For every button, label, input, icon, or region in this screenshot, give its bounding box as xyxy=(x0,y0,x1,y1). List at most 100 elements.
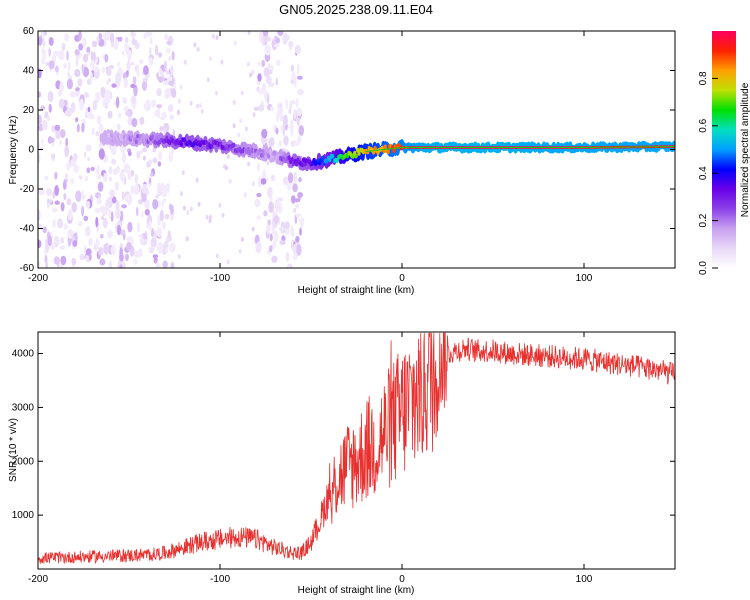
noise-blob xyxy=(63,62,67,69)
noise-blob xyxy=(169,203,172,211)
noise-blob xyxy=(108,208,112,220)
noise-blob xyxy=(48,60,55,70)
noise-blob xyxy=(41,57,46,65)
noise-blob xyxy=(116,165,120,174)
noise-blob xyxy=(267,219,271,226)
y-tick-label: 20 xyxy=(23,105,35,116)
noise-blob xyxy=(179,84,183,90)
noise-blob xyxy=(221,212,225,218)
noise-blob xyxy=(138,233,143,239)
noise-blob xyxy=(156,88,162,97)
noise-blob xyxy=(62,180,67,190)
noise-blob xyxy=(145,31,153,37)
noise-blob xyxy=(58,50,65,61)
noise-blob xyxy=(106,68,112,77)
noise-blob xyxy=(122,97,127,104)
ridge-core xyxy=(354,153,358,159)
noise-blob xyxy=(150,100,157,108)
snr-ylabel: SNR (10 * v/v) xyxy=(8,418,19,482)
noise-blob xyxy=(171,51,175,61)
noise-blob xyxy=(72,240,78,247)
ridge-core xyxy=(328,157,332,163)
noise-blob xyxy=(98,142,103,149)
snr-marks xyxy=(38,332,675,565)
noise-blob xyxy=(268,201,274,213)
noise-blob xyxy=(75,117,79,123)
noise-blob xyxy=(54,200,60,205)
noise-blob xyxy=(73,165,80,173)
noise-blob xyxy=(47,91,54,103)
noise-blob xyxy=(118,36,123,42)
noise-blob xyxy=(115,199,120,212)
noise-blob xyxy=(143,65,149,75)
noise-blob xyxy=(84,92,90,98)
noise-blob xyxy=(226,154,230,160)
noise-blob xyxy=(154,255,158,261)
noise-blob xyxy=(193,42,197,48)
noise-blob xyxy=(122,50,125,57)
noise-blob xyxy=(252,112,256,118)
noise-blob xyxy=(51,153,55,162)
noise-blob xyxy=(42,119,48,131)
noise-blob xyxy=(117,112,122,119)
noise-blob xyxy=(84,176,89,182)
y-tick-label: 40 xyxy=(23,66,35,77)
noise-blob xyxy=(271,255,278,263)
noise-blob xyxy=(134,173,138,184)
colorbar-tick-label: 0.6 xyxy=(698,118,709,132)
noise-blob xyxy=(143,33,147,40)
noise-blob xyxy=(232,123,236,129)
noise-blob xyxy=(240,90,244,96)
noise-blob xyxy=(126,61,131,71)
ridge-core xyxy=(258,147,262,153)
noise-blob xyxy=(75,190,82,202)
noise-blob xyxy=(156,72,160,80)
noise-blob xyxy=(90,166,95,171)
noise-blob xyxy=(86,167,91,174)
noise-blob xyxy=(44,248,48,256)
noise-blob xyxy=(38,189,45,196)
noise-blob xyxy=(199,103,202,108)
noise-blob xyxy=(110,245,116,256)
noise-blob xyxy=(126,193,133,206)
noise-blob xyxy=(48,47,51,57)
noise-blob xyxy=(117,61,120,68)
noise-blob xyxy=(263,168,266,177)
noise-blob xyxy=(238,248,242,254)
noise-blob xyxy=(226,259,230,265)
noise-blob xyxy=(98,247,104,256)
noise-blob xyxy=(134,42,140,50)
ridge-core xyxy=(261,149,265,154)
noise-blob xyxy=(263,210,268,217)
y-tick-label: 1000 xyxy=(12,510,35,521)
noise-blob xyxy=(156,185,160,197)
y-tick-label: 0 xyxy=(28,145,34,156)
noise-blob xyxy=(295,97,299,109)
noise-blob xyxy=(92,100,98,111)
noise-blob xyxy=(256,192,262,198)
noise-blob xyxy=(63,193,67,200)
noise-blob xyxy=(288,264,292,268)
x-tick-label: -200 xyxy=(28,273,48,284)
noise-blob xyxy=(98,38,105,47)
noise-blob xyxy=(95,207,99,213)
noise-blob xyxy=(215,90,218,96)
spectrogram-ylabel: Frequency (Hz) xyxy=(8,116,19,185)
noise-blob xyxy=(181,170,185,176)
noise-blob xyxy=(38,123,44,132)
noise-blob xyxy=(149,36,153,45)
ridge-core xyxy=(300,162,304,168)
noise-blob xyxy=(47,199,53,204)
noise-blob xyxy=(143,103,148,110)
noise-blob xyxy=(156,104,163,109)
noise-blob xyxy=(154,194,160,199)
noise-blob xyxy=(159,70,164,76)
noise-blob xyxy=(189,206,193,212)
noise-blob xyxy=(274,201,280,207)
noise-blob xyxy=(196,46,200,52)
colorbar-label: Normalized spectral amplitude xyxy=(740,82,750,217)
noise-blob xyxy=(277,102,283,108)
snr-frame xyxy=(37,331,676,570)
noise-blob xyxy=(96,115,102,125)
